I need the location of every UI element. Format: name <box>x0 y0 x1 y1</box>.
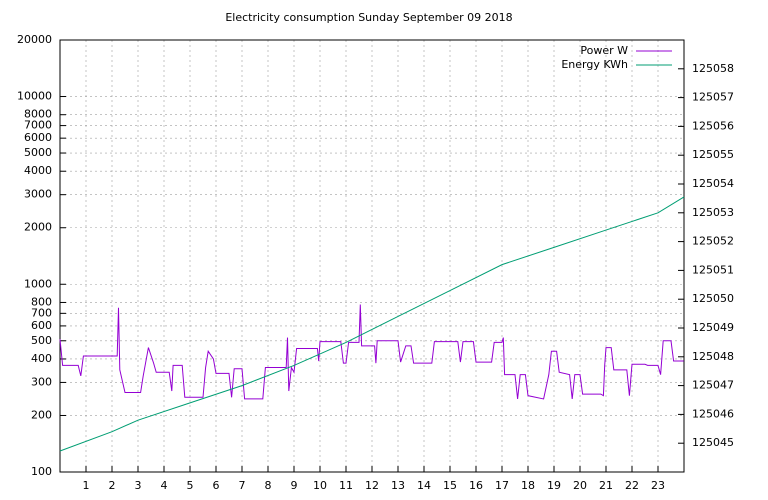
x-tick-label: 19 <box>547 479 561 492</box>
y2-tick-label: 125049 <box>692 321 734 334</box>
x-tick-label: 10 <box>313 479 327 492</box>
y-tick-label: 8000 <box>24 108 52 121</box>
x-tick-label: 2 <box>109 479 116 492</box>
y2-tick-label: 125055 <box>692 148 734 161</box>
y-tick-label: 300 <box>31 375 52 388</box>
y-tick-label: 5000 <box>24 146 52 159</box>
x-tick-label: 16 <box>469 479 483 492</box>
y-tick-label: 1000 <box>24 277 52 290</box>
chart-title: Electricity consumption Sunday September… <box>225 11 512 24</box>
y2-tick-label: 125053 <box>692 206 734 219</box>
y-tick-label: 7000 <box>24 119 52 132</box>
series-line <box>59 304 684 400</box>
y2-tick-label: 125046 <box>692 407 734 420</box>
x-tick-label: 20 <box>573 479 587 492</box>
x-tick-label: 14 <box>417 479 431 492</box>
legend-label: Energy KWh <box>561 58 628 71</box>
x-tick-label: 5 <box>187 479 194 492</box>
x-tick-label: 7 <box>239 479 246 492</box>
y-tick-label: 2000 <box>24 221 52 234</box>
y-tick-label: 100 <box>31 465 52 478</box>
y-tick-label: 500 <box>31 334 52 347</box>
y-tick-label: 20000 <box>17 33 52 46</box>
y-tick-label: 200 <box>31 408 52 421</box>
x-tick-label: 21 <box>599 479 613 492</box>
x-tick-label: 9 <box>291 479 298 492</box>
series-line <box>59 196 685 452</box>
y2-tick-label: 125052 <box>692 235 734 248</box>
y2-tick-label: 125056 <box>692 119 734 132</box>
y-tick-label: 700 <box>31 306 52 319</box>
x-tick-label: 18 <box>521 479 535 492</box>
x-tick-label: 15 <box>443 479 457 492</box>
x-tick-label: 1 <box>83 479 90 492</box>
x-tick-label: 8 <box>265 479 272 492</box>
y-tick-label: 3000 <box>24 188 52 201</box>
y2-tick-label: 125057 <box>692 91 734 104</box>
x-tick-label: 13 <box>391 479 405 492</box>
y-tick-label: 600 <box>31 319 52 332</box>
x-tick-label: 6 <box>213 479 220 492</box>
x-tick-label: 12 <box>365 479 379 492</box>
y2-tick-label: 125051 <box>692 263 734 276</box>
y-tick-label: 800 <box>31 295 52 308</box>
legend-label: Power W <box>580 44 628 57</box>
x-tick-label: 4 <box>161 479 168 492</box>
y2-tick-label: 125048 <box>692 350 734 363</box>
x-tick-label: 23 <box>651 479 665 492</box>
x-tick-label: 11 <box>339 479 353 492</box>
x-tick-label: 22 <box>625 479 639 492</box>
y2-tick-label: 125045 <box>692 436 734 449</box>
y-tick-label: 10000 <box>17 90 52 103</box>
y2-tick-label: 125058 <box>692 62 734 75</box>
y2-tick-label: 125054 <box>692 177 734 190</box>
x-tick-label: 17 <box>495 479 509 492</box>
x-tick-label: 3 <box>135 479 142 492</box>
y2-tick-label: 125050 <box>692 292 734 305</box>
y-tick-label: 400 <box>31 352 52 365</box>
plot-border <box>59 39 685 473</box>
y-tick-label: 4000 <box>24 164 52 177</box>
y-tick-label: 6000 <box>24 131 52 144</box>
y2-tick-label: 125047 <box>692 379 734 392</box>
